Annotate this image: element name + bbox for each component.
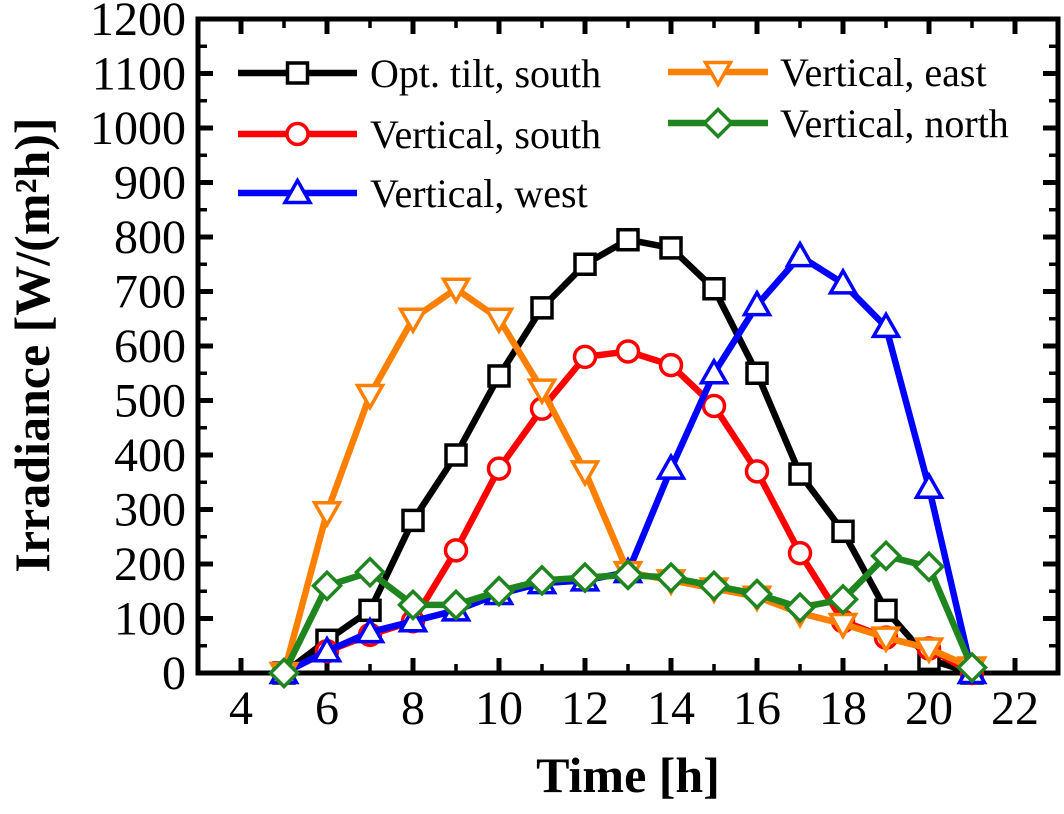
x-tick-label: 18 [819, 682, 867, 735]
legend-entry-vertical-south: Vertical, south [238, 112, 601, 157]
x-tick-label: 10 [475, 682, 523, 735]
series-markers-vertical-north [268, 539, 988, 689]
y-tick-label: 1100 [92, 48, 186, 101]
y-tick-label: 1200 [90, 0, 186, 46]
x-axis-ticks [238, 19, 1018, 673]
series-line-vertical-west [280, 252, 976, 677]
y-tick-label: 600 [114, 320, 186, 373]
y-tick-label: 500 [114, 375, 186, 428]
y-tick-label: 1000 [90, 102, 186, 155]
y-tick-label: 800 [114, 211, 186, 264]
y-tick-label: 300 [114, 484, 186, 537]
legend-entry-vertical-east: Vertical, east [668, 50, 987, 95]
series-markers-opt-tilt-south [272, 227, 984, 685]
x-tick-label: 14 [647, 682, 695, 735]
y-tick-label: 400 [114, 429, 186, 482]
y-tick-label: 0 [162, 647, 186, 700]
y-tick-label: 900 [114, 157, 186, 210]
legend-label: Vertical, east [780, 50, 987, 95]
x-tick-label: 22 [991, 682, 1039, 735]
y-tick-label: 700 [114, 266, 186, 319]
legend-label: Vertical, west [370, 171, 588, 216]
x-tick-label: 20 [905, 682, 953, 735]
x-tick-label: 8 [401, 682, 425, 735]
y-tick-label: 200 [114, 538, 186, 591]
legend-entry-opt-tilt-south: Opt. tilt, south [238, 51, 601, 96]
x-axis-title: Time [h] [536, 747, 720, 803]
legend-entry-vertical-north: Vertical, north [668, 101, 1009, 146]
series-line-opt-tilt-south [280, 236, 976, 677]
x-axis-tick-labels: 4 6 8 10 12 14 16 18 20 22 [229, 682, 1039, 735]
legend-label: Opt. tilt, south [370, 51, 601, 96]
x-tick-label: 16 [733, 682, 781, 735]
x-tick-label: 6 [315, 682, 339, 735]
series-opt-tilt-south [272, 227, 984, 685]
y-axis-title: Irradiance [W/(m²h)] [4, 117, 60, 573]
y-tick-label: 100 [114, 593, 186, 646]
series-vertical-north [268, 539, 988, 689]
legend-entry-vertical-west: Vertical, west [238, 171, 588, 216]
legend: Opt. tilt, south Vertical, south Vertical,… [238, 50, 1009, 216]
legend-label: Vertical, north [780, 101, 1009, 146]
x-tick-label: 12 [561, 682, 609, 735]
x-tick-label: 4 [229, 682, 253, 735]
legend-label: Vertical, south [370, 112, 601, 157]
y-axis-ticks [198, 16, 1058, 676]
